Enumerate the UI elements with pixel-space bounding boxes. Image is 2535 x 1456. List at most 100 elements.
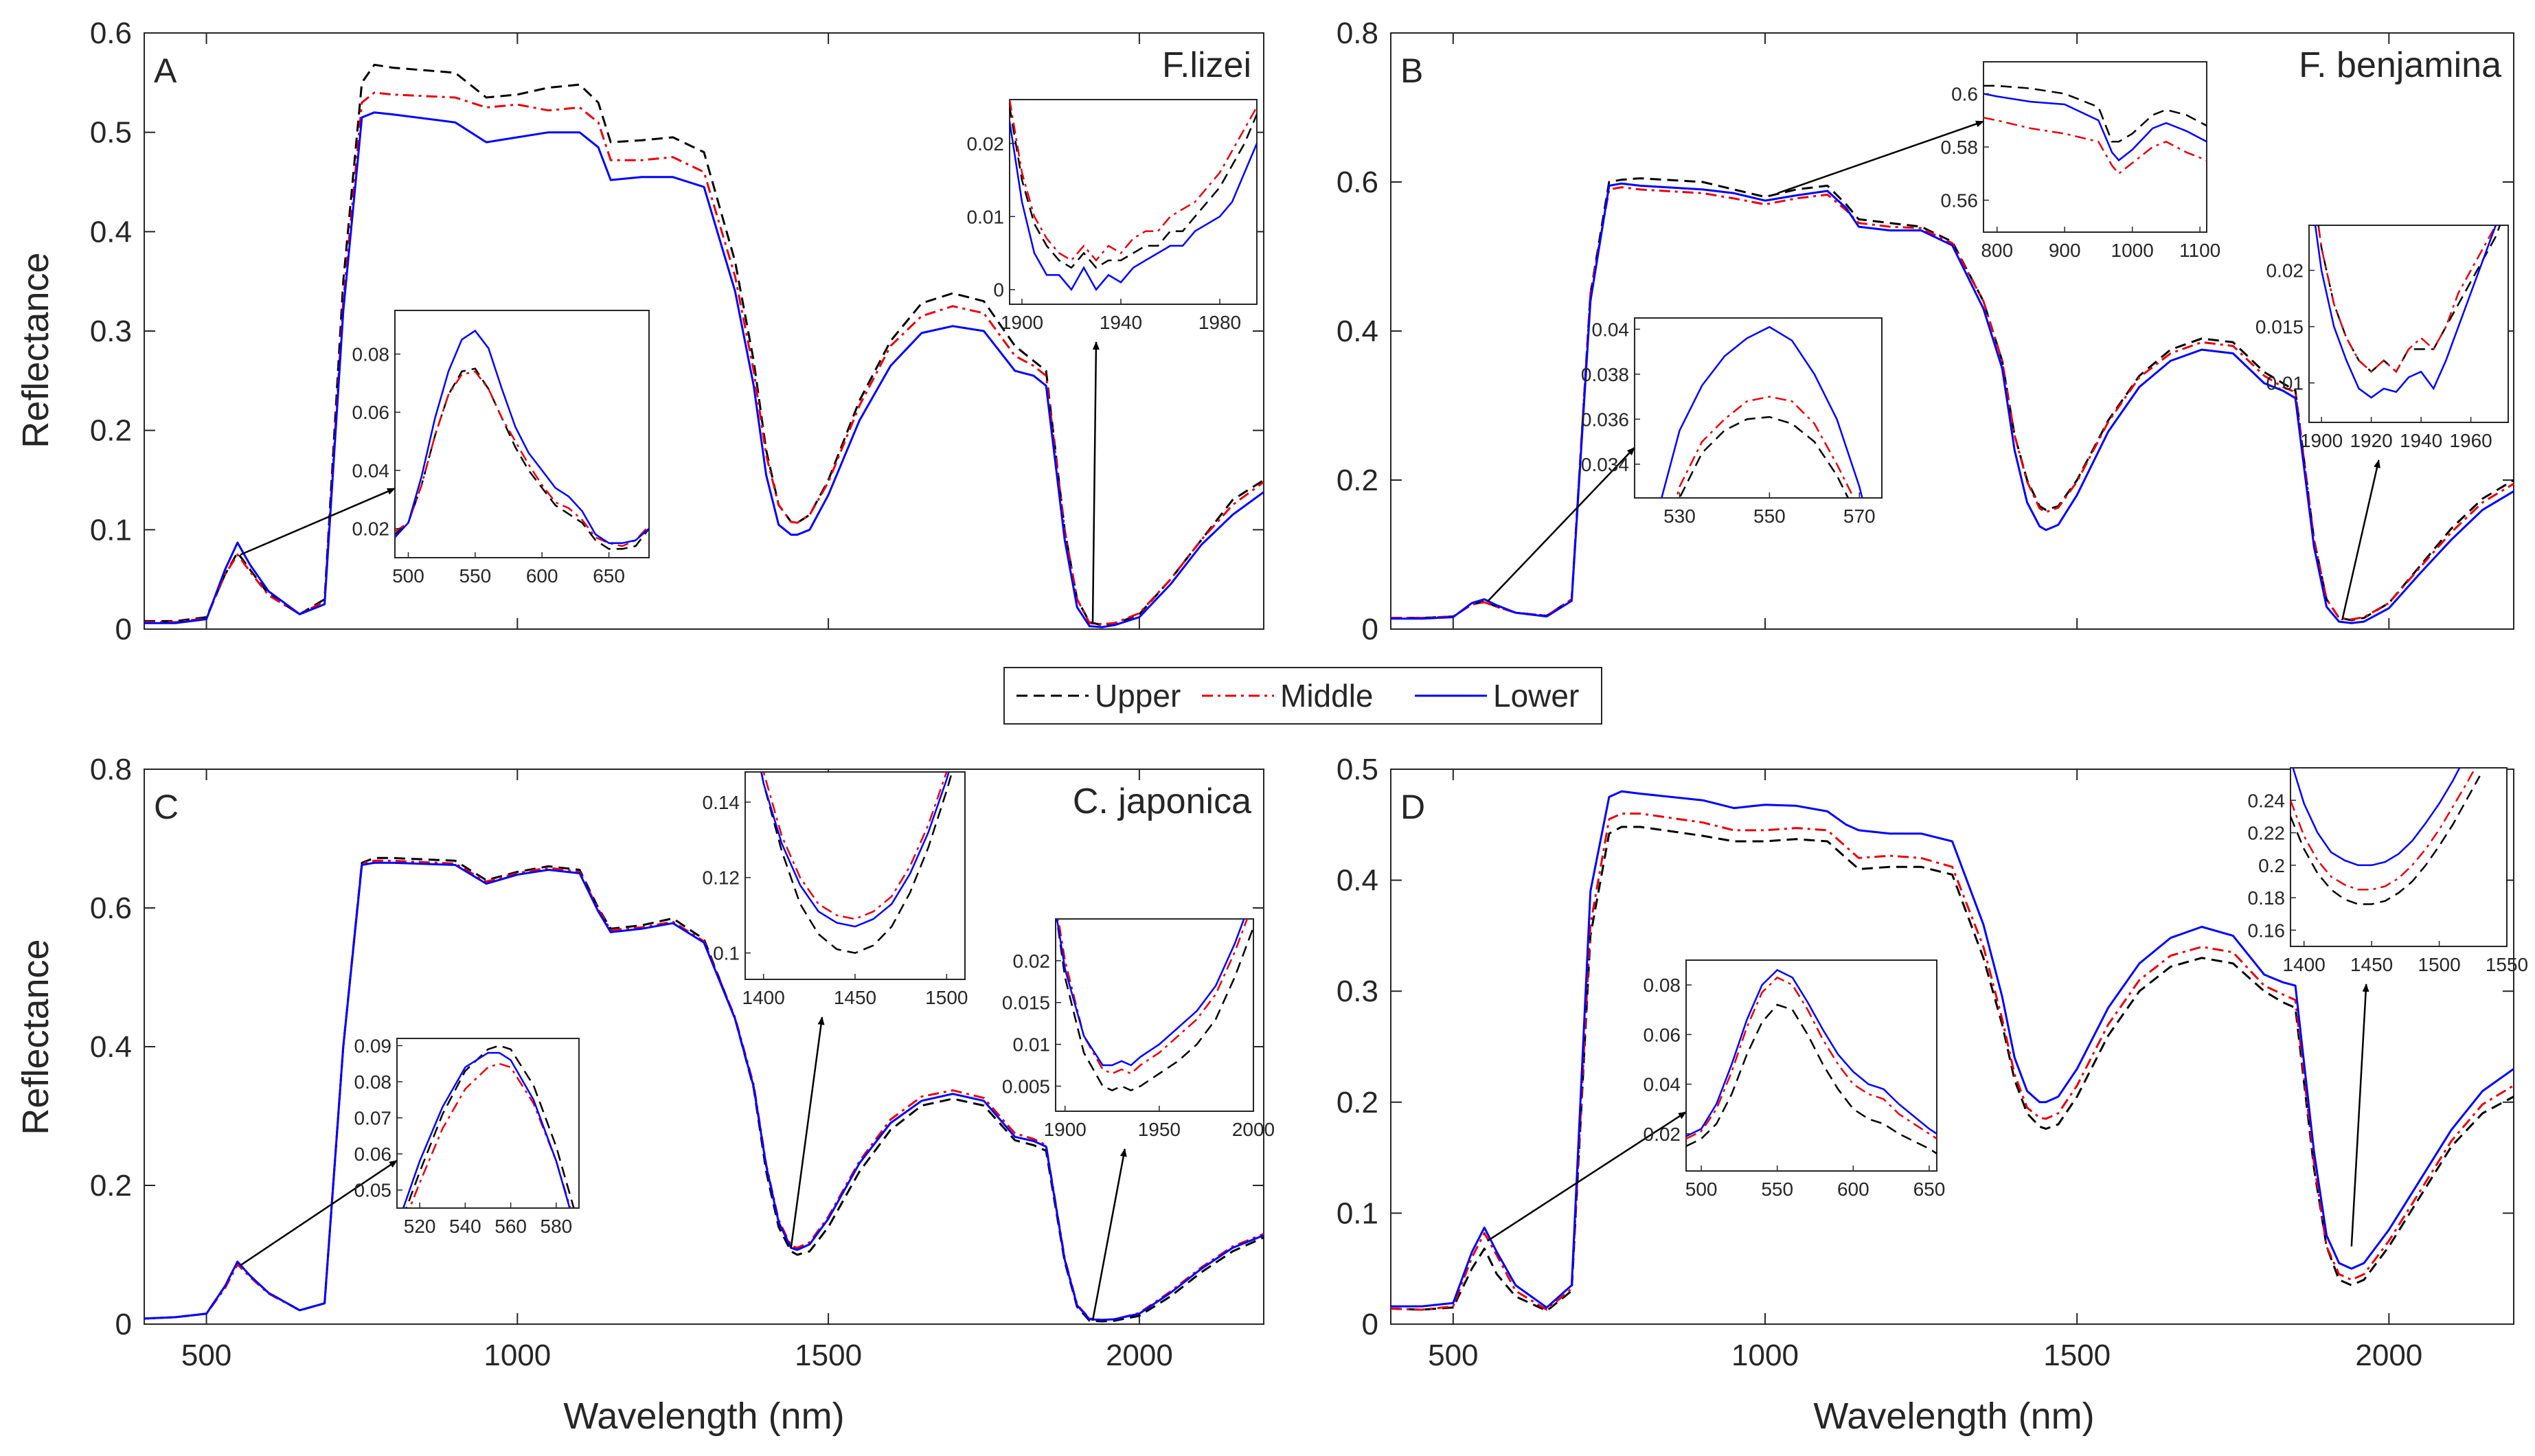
inset-frame (1009, 99, 1258, 305)
panel-letter: D (1400, 788, 1425, 826)
callout-arrow (2341, 459, 2380, 621)
callout-arrow (1091, 341, 1100, 624)
y-tick-label: 0.2 (1337, 1086, 1378, 1119)
y-axis-label-bottom: Reflectance (15, 939, 56, 1135)
inset-x-tick-label: 1940 (2400, 430, 2442, 451)
x-tick-label: 1000 (484, 1339, 551, 1372)
inset-y-tick-label: 0.24 (2248, 790, 2286, 811)
chart-panel-c: 0 0.2 0.4 0.6 0.8 500 1000 1500 2000 C C. japonica… (90, 753, 1275, 1372)
inset-y-tick-label: 0.02 (967, 133, 1005, 155)
inset-frame (1983, 61, 2207, 233)
y-tick-label: 0.2 (1337, 464, 1378, 497)
y-tick-label: 0 (1362, 613, 1378, 646)
inset-series-line-middle (2290, 768, 2477, 891)
callout-arrow (2350, 983, 2369, 1247)
inset-y-tick-label: 0.01 (2266, 373, 2304, 394)
chart-panel-a: 0 0.1 0.2 0.3 0.4 0.5 0.6 A F.lizei 500 550 600 650 0… (90, 16, 1264, 646)
x-tick-label: 1000 (1731, 1339, 1799, 1372)
panel-letter: A (154, 52, 177, 90)
inset-series-line-upper (2290, 775, 2481, 905)
inset-frame (2308, 225, 2509, 423)
inset-x-tick-label: 1950 (1138, 1119, 1181, 1140)
inset-x-tick-label: 1960 (2449, 430, 2492, 451)
inset-y-tick-label: 0.04 (1644, 1074, 1681, 1095)
inset-y-tick-label: 0.6 (1951, 84, 1978, 105)
inset-x-tick-label: 800 (1981, 240, 2013, 261)
inset-series-line-upper (760, 772, 953, 954)
inset-y-tick-label: 0.22 (2248, 823, 2286, 844)
inset-x-tick-label: 900 (2049, 240, 2081, 261)
inset-y-tick-label: 0.038 (1581, 364, 1629, 385)
inset-x-tick-label: 1450 (834, 987, 876, 1008)
inset-y-tick-label: 0.02 (1013, 951, 1051, 972)
x-axis-label-left: Wavelength (nm) (563, 1396, 844, 1437)
inset-y-tick-label: 0.08 (1644, 975, 1681, 996)
inset-x-tick-label: 570 (1843, 505, 1876, 527)
inset-x-tick-label: 550 (459, 565, 491, 587)
chart-panel-b: 0 0.2 0.4 0.6 0.8 B F. benjamina 800 900 1000 1100… (1337, 16, 2514, 646)
inset-frame (394, 310, 650, 558)
y-tick-label: 0.5 (90, 116, 132, 150)
series-line-upper (1390, 826, 2514, 1312)
inset-series-line-middle (395, 370, 649, 547)
inset-y-tick-label: 0.05 (354, 1180, 392, 1201)
series-line-lower (1391, 182, 2514, 624)
y-tick-label: 0.4 (1337, 315, 1378, 348)
inset-y-tick-label: 0.01 (1013, 1034, 1051, 1056)
inset-y-tick-label: 0.04 (1592, 319, 1630, 340)
inset-x-tick-label: 540 (449, 1216, 481, 1237)
inset-y-tick-label: 0.12 (703, 867, 740, 889)
inset-y-tick-label: 0.005 (1002, 1076, 1050, 1097)
inset-chart: 1900 1940 1980 0 0.01 0.02 (967, 99, 1258, 624)
y-tick-label: 0.6 (1337, 166, 1378, 199)
legend-label-upper: Upper (1095, 678, 1181, 714)
inset-x-tick-label: 550 (1753, 505, 1786, 527)
callout-arrow (1777, 120, 1984, 194)
inset-x-tick-label: 650 (1913, 1179, 1946, 1200)
inset-x-tick-label: 530 (1663, 505, 1696, 527)
panel-letter: C (154, 788, 179, 826)
inset-series-line-lower (395, 329, 649, 545)
y-tick-label: 0.1 (1337, 1196, 1378, 1230)
inset-y-tick-label: 0.08 (354, 1071, 392, 1093)
inset-frame (1055, 918, 1254, 1112)
inset-x-tick-label: 1000 (2111, 240, 2154, 261)
inset-y-tick-label: 0.015 (1002, 992, 1050, 1014)
inset-x-tick-label: 1400 (742, 987, 785, 1008)
species-title: F.lizei (1162, 45, 1251, 85)
inset-y-tick-label: 0.02 (1644, 1124, 1681, 1145)
inset-y-tick-label: 0.034 (1581, 454, 1629, 475)
inset-frame (396, 1038, 580, 1209)
inset-x-tick-label: 2000 (1232, 1119, 1275, 1140)
inset-frame (1634, 317, 1883, 499)
x-axis-label-right: Wavelength (nm) (1813, 1396, 2094, 1437)
inset-y-tick-label: 0.06 (352, 402, 390, 423)
species-title: C. japonica (1073, 782, 1251, 821)
inset-x-tick-label: 1900 (2300, 430, 2343, 451)
panel-letter: B (1400, 52, 1423, 90)
inset-series-line-middle (1686, 976, 1937, 1140)
y-tick-label: 0.3 (90, 315, 132, 348)
callout-arrow (1486, 446, 1635, 602)
inset-frame (744, 771, 966, 980)
x-tick-label: 1500 (2043, 1339, 2111, 1372)
inset-y-tick-label: 0.04 (352, 460, 390, 481)
callout-arrow (240, 488, 396, 556)
inset-chart: 1900 1920 1940 1960 0.01 0.015 0.02 (2255, 225, 2509, 621)
inset-x-tick-label: 500 (1685, 1179, 1718, 1200)
inset-series-line-upper (1010, 106, 1257, 269)
inset-y-tick-label: 0.02 (2266, 260, 2304, 282)
inset-chart: 1400 1450 1500 0.1 0.12 0.14 (703, 771, 968, 1249)
y-tick-label: 0.3 (1337, 975, 1378, 1008)
x-tick-label: 500 (181, 1339, 231, 1372)
inset-y-tick-label: 0.09 (354, 1036, 392, 1057)
inset-series-line-lower (1661, 326, 1863, 498)
species-title: F. benjamina (2299, 45, 2501, 85)
inset-frame (1685, 959, 1937, 1172)
callout-arrow (790, 1016, 825, 1249)
inset-series-line-lower (760, 772, 950, 928)
inset-x-tick-label: 1940 (1100, 312, 1142, 333)
legend-label-middle: Middle (1280, 678, 1374, 714)
y-axis-label-top: Reflectance (15, 252, 56, 448)
